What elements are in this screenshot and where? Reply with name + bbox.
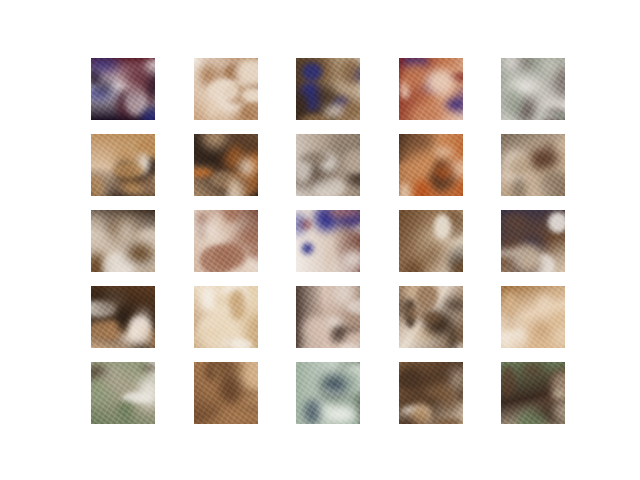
sample-image-tile [501,362,565,424]
sample-image-tile [501,210,565,272]
sample-image-tile [91,210,155,272]
sample-image-tile [399,286,463,348]
sample-image-tile [501,134,565,196]
sample-image-tile [296,134,360,196]
sample-image-tile [296,362,360,424]
sample-image-tile [91,134,155,196]
sample-image-tile [399,58,463,120]
sample-image-tile [399,134,463,196]
sample-image-tile [194,362,258,424]
sample-image-tile [501,286,565,348]
sample-image-tile [296,58,360,120]
sample-image-tile [91,286,155,348]
sample-image-tile [194,58,258,120]
sample-image-tile [194,134,258,196]
sample-image-tile [91,362,155,424]
sample-image-tile [399,362,463,424]
sample-image-tile [399,210,463,272]
sample-image-tile [296,286,360,348]
sample-image-tile [194,210,258,272]
sample-image-tile [91,58,155,120]
sample-image-tile [296,210,360,272]
sample-image-tile [194,286,258,348]
sample-image-tile [501,58,565,120]
